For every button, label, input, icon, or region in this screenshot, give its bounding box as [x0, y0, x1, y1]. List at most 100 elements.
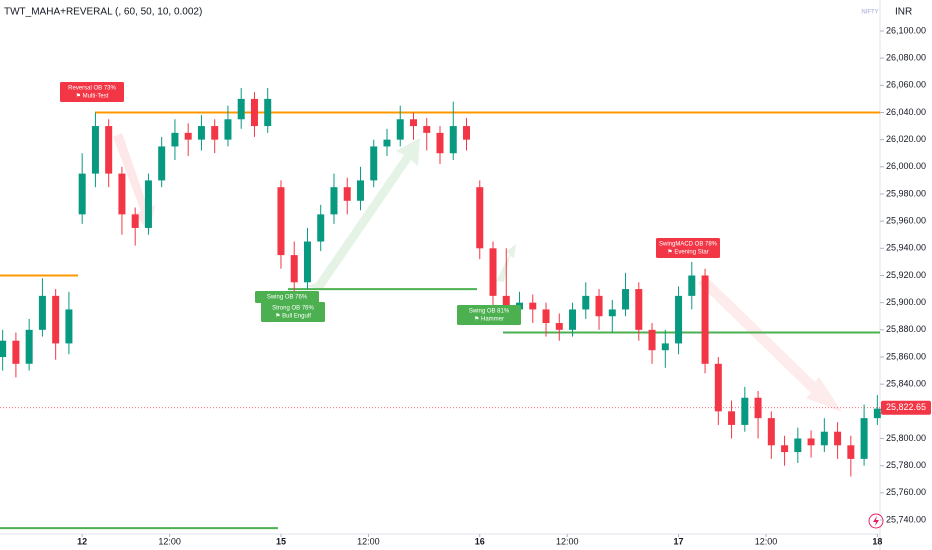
- x-tick-label: 17: [674, 536, 684, 546]
- candle-body: [25, 329, 33, 364]
- last-price-label: 25,822.65: [886, 402, 926, 412]
- candle: [343, 177, 351, 215]
- candle: [595, 289, 603, 330]
- candle-body: [741, 397, 749, 425]
- candle: [91, 112, 99, 188]
- candle: [264, 88, 272, 133]
- candle-body: [303, 241, 311, 283]
- candle-body: [211, 126, 219, 140]
- candle: [476, 180, 484, 260]
- annotation-text: Swing OB 81%: [469, 309, 510, 315]
- candle-body: [144, 180, 152, 228]
- candle: [714, 356, 722, 425]
- candle: [820, 418, 828, 453]
- candle: [423, 117, 431, 151]
- candle-body: [38, 295, 46, 330]
- annotation-text: ⚑ Multi-Test: [76, 93, 109, 100]
- y-tick-label: 26,020.00: [886, 134, 926, 144]
- candle: [144, 173, 152, 235]
- candle: [224, 105, 232, 147]
- y-tick-label: 25,760.00: [886, 487, 926, 497]
- y-tick-label: 25,780.00: [886, 460, 926, 470]
- candle: [688, 261, 696, 310]
- candle: [767, 411, 775, 459]
- candle: [741, 386, 749, 432]
- candle-body: [688, 275, 696, 296]
- y-tick-label: 25,880.00: [886, 324, 926, 334]
- candle: [847, 435, 855, 477]
- y-tick-label: 26,080.00: [886, 53, 926, 63]
- candle: [303, 227, 311, 290]
- candle: [701, 268, 709, 374]
- annotation-text: Reversal OB 73%: [68, 86, 116, 92]
- candle-body: [622, 289, 630, 310]
- symbol: NIFTY: [861, 10, 878, 16]
- candle: [449, 101, 457, 161]
- candle-body: [343, 187, 351, 201]
- candle: [25, 318, 33, 371]
- y-tick-label: 25,740.00: [886, 514, 926, 524]
- candle: [383, 128, 391, 156]
- candle-body: [635, 289, 643, 330]
- candle-body: [701, 275, 709, 364]
- y-tick-label: 26,040.00: [886, 107, 926, 117]
- candle-body: [502, 295, 510, 310]
- candle: [794, 427, 802, 463]
- x-tick-label: 12:00: [755, 536, 778, 546]
- annotation-text: SwingMACD OB 78%: [659, 242, 718, 248]
- x-tick-label: 15: [276, 536, 286, 546]
- candle: [489, 241, 497, 310]
- candle-body: [0, 340, 7, 357]
- candle-body: [423, 126, 431, 133]
- y-tick-label: 25,840.00: [886, 379, 926, 389]
- candle-body: [317, 214, 325, 242]
- candle-body: [118, 173, 126, 215]
- candle: [542, 302, 550, 337]
- candle: [608, 299, 616, 333]
- candle: [582, 282, 590, 319]
- y-tick-label: 25,920.00: [886, 270, 926, 280]
- candle: [436, 126, 444, 165]
- candle-body: [131, 214, 139, 228]
- candle-body: [65, 309, 73, 344]
- trend-arrow: [306, 138, 420, 290]
- candle: [105, 119, 113, 188]
- annotation-text: ⚑ Evening Star: [667, 249, 708, 256]
- candle: [356, 166, 364, 211]
- annotation-text: ⚑ Hammer: [474, 316, 504, 323]
- candle: [211, 119, 219, 154]
- candle: [569, 302, 577, 337]
- candle-body: [197, 126, 205, 140]
- x-tick-label: 18: [872, 536, 882, 546]
- candle: [675, 286, 683, 355]
- candle: [529, 294, 537, 324]
- annotation-box: [255, 291, 319, 303]
- alert-icon-bolt: [873, 516, 879, 526]
- annotation-text: Strong OB 76%: [272, 306, 314, 312]
- candle: [12, 332, 20, 378]
- candle-body: [264, 98, 272, 127]
- candle: [0, 329, 7, 371]
- candle-body: [807, 438, 815, 446]
- candle-body: [873, 408, 881, 419]
- y-tick-label: 25,980.00: [886, 188, 926, 198]
- candle-body: [648, 329, 656, 351]
- candle-body: [847, 445, 855, 459]
- candle-body: [860, 418, 868, 459]
- candle: [317, 204, 325, 252]
- candle: [463, 117, 471, 151]
- trend-arrow: [698, 276, 842, 412]
- candle-body: [356, 180, 364, 201]
- x-tick-label: 12:00: [556, 536, 579, 546]
- candle-body: [158, 146, 166, 181]
- candle: [237, 88, 245, 129]
- candle-body: [675, 295, 683, 344]
- candle: [834, 422, 842, 459]
- candle: [648, 323, 656, 364]
- candle-body: [476, 187, 484, 249]
- candle-body: [794, 438, 802, 453]
- candle-body: [569, 309, 577, 330]
